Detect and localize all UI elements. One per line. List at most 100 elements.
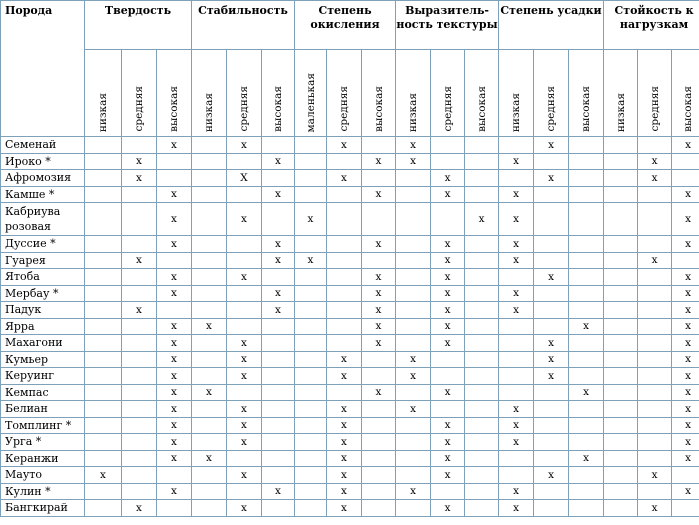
mark-cell: x (671, 334, 699, 352)
table-row: Дуссие * x x x x x x (0, 235, 699, 253)
mark-cell (568, 350, 605, 368)
mark-cell: x (261, 185, 295, 203)
mark-cell: x (637, 169, 673, 187)
mark-cell (464, 185, 500, 203)
mark-cell: x (156, 416, 192, 434)
mark-cell: x (671, 185, 699, 203)
mark-cell (294, 169, 327, 187)
mark-cell (464, 400, 500, 418)
mark-cell (360, 499, 397, 517)
mark-cell (603, 136, 639, 154)
mark-cell (261, 367, 295, 385)
mark-cell: x (360, 301, 397, 319)
mark-cell (533, 499, 570, 517)
mark-cell (395, 433, 432, 451)
mark-cell: x (326, 482, 362, 500)
mark-cell (395, 416, 432, 434)
mark-cell (84, 202, 122, 236)
mark-cell (637, 334, 673, 352)
mark-cell (121, 449, 157, 467)
mark-cell (498, 449, 535, 467)
mark-cell (395, 301, 432, 319)
mark-cell (261, 499, 295, 517)
table-row: Бангкирай x x x x x x (0, 499, 699, 517)
mark-cell: x (326, 499, 362, 517)
mark-cell (464, 416, 500, 434)
mark-cell (226, 301, 262, 319)
table-row: Мауто x x x x x x (0, 466, 699, 484)
mark-cell: x (533, 268, 570, 286)
mark-cell (568, 433, 605, 451)
mark-cell (121, 317, 157, 335)
mark-cell (603, 152, 639, 170)
mark-cell: x (464, 202, 500, 236)
mark-cell: x (294, 251, 327, 269)
mark-cell: x (156, 268, 192, 286)
breed-name-cell: Мауто (0, 466, 85, 484)
mark-cell (464, 499, 500, 517)
breed-name-cell: Дуссие * (0, 235, 85, 253)
mark-cell (121, 235, 157, 253)
mark-cell: x (671, 400, 699, 418)
mark-cell: x (360, 152, 397, 170)
mark-cell (294, 482, 327, 500)
mark-cell (121, 268, 157, 286)
mark-cell (261, 169, 295, 187)
mark-cell (498, 317, 535, 335)
mark-cell: x (191, 449, 227, 467)
level-header: средняя (226, 49, 262, 137)
mark-cell: x (191, 383, 227, 401)
mark-cell: x (156, 235, 192, 253)
mark-cell (603, 350, 639, 368)
mark-cell (637, 185, 673, 203)
mark-cell (156, 466, 192, 484)
mark-cell: x (671, 449, 699, 467)
mark-cell: x (261, 235, 295, 253)
mark-cell (84, 301, 122, 319)
mark-cell (191, 466, 227, 484)
mark-cell (294, 136, 327, 154)
mark-cell: x (156, 350, 192, 368)
mark-cell (637, 350, 673, 368)
mark-cell (395, 284, 432, 302)
mark-cell (226, 383, 262, 401)
mark-cell: X (226, 169, 262, 187)
mark-cell (84, 449, 122, 467)
mark-cell (191, 301, 227, 319)
table-header: Порода Твердость Стабильность Степень окис… (0, 0, 699, 137)
mark-cell (568, 334, 605, 352)
level-header: высокая (156, 49, 192, 137)
table-row: Мербау * x x x x x x (0, 284, 699, 302)
mark-cell (326, 383, 362, 401)
mark-cell (84, 383, 122, 401)
mark-cell: x (156, 185, 192, 203)
mark-cell: x (360, 383, 397, 401)
mark-cell: x (360, 235, 397, 253)
level-header: средняя (326, 49, 362, 137)
mark-cell (191, 482, 227, 500)
breed-name-cell: Мербау * (0, 284, 85, 302)
mark-cell (671, 499, 699, 517)
mark-cell (294, 301, 327, 319)
mark-cell (261, 202, 295, 236)
mark-cell (326, 317, 362, 335)
mark-cell (84, 400, 122, 418)
mark-cell (191, 235, 227, 253)
mark-cell (121, 202, 157, 236)
mark-cell (464, 317, 500, 335)
level-label: средняя (441, 86, 454, 132)
mark-cell: x (326, 136, 362, 154)
mark-cell (464, 268, 500, 286)
mark-cell (294, 416, 327, 434)
table-row: Кулин * x x x x x x (0, 482, 699, 500)
mark-cell (84, 334, 122, 352)
mark-cell (360, 449, 397, 467)
mark-cell (671, 251, 699, 269)
mark-cell (156, 251, 192, 269)
mark-cell (395, 169, 432, 187)
mark-cell: x (156, 383, 192, 401)
mark-cell (533, 317, 570, 335)
mark-cell (360, 482, 397, 500)
mark-cell (121, 433, 157, 451)
